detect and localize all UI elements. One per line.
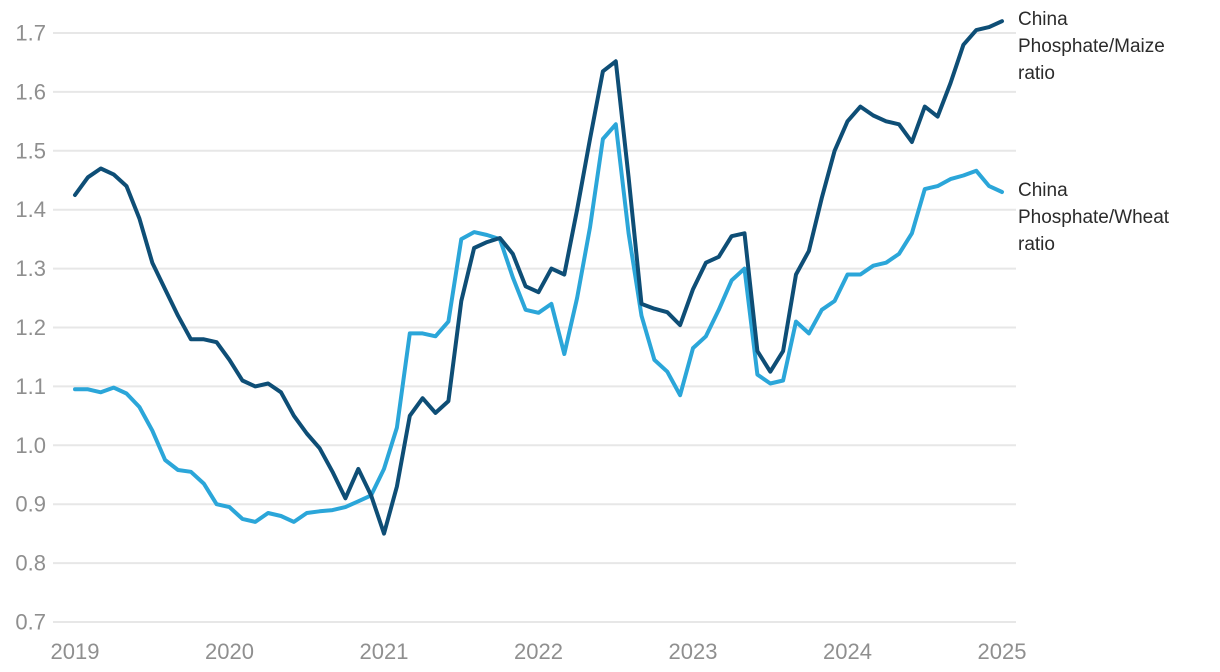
svg-text:1.3: 1.3 [15,256,46,281]
svg-text:2021: 2021 [360,639,409,664]
svg-text:2023: 2023 [669,639,718,664]
data-series-lines [73,19,1004,536]
y-axis-tick-labels: 0.7 0.8 0.9 1.0 1.1 1.2 1.3 1.4 1.5 1.6 1.7 [15,21,46,635]
svg-text:1.4: 1.4 [15,197,46,222]
svg-text:1.1: 1.1 [15,374,46,399]
svg-text:2024: 2024 [823,639,872,664]
svg-text:1.0: 1.0 [15,433,46,458]
wheat-series-label: China Phosphate/Wheat ratio [1018,180,1170,255]
line-wheat [73,122,1004,524]
svg-text:0.8: 0.8 [15,551,46,576]
svg-text:0.9: 0.9 [15,492,46,517]
svg-text:0.7: 0.7 [15,610,46,635]
svg-text:1.2: 1.2 [15,315,46,340]
gridlines [53,32,1016,623]
svg-text:1.7: 1.7 [15,21,46,46]
svg-text:2022: 2022 [514,639,563,664]
line-maize [73,19,1004,536]
x-axis-tick-labels: 2019 2020 2021 2022 2023 2024 2025 [51,639,1027,664]
maize-series-label: China Phosphate/Maize ratio [1018,9,1165,84]
svg-text:2019: 2019 [51,639,100,664]
svg-text:1.5: 1.5 [15,138,46,163]
svg-text:1.6: 1.6 [15,79,46,104]
svg-text:2025: 2025 [978,639,1027,664]
svg-text:2020: 2020 [205,639,254,664]
